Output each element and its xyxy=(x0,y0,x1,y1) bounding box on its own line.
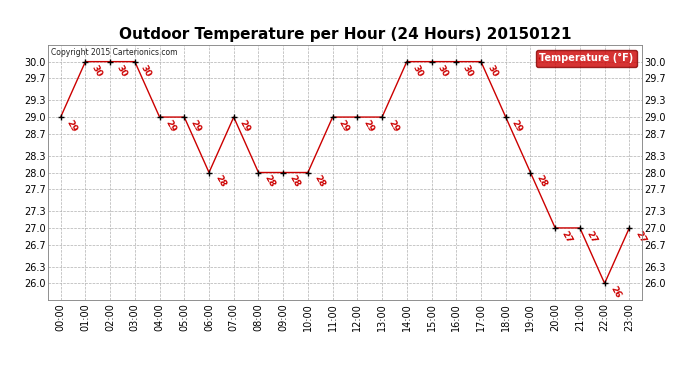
Legend: Temperature (°F): Temperature (°F) xyxy=(535,50,637,67)
Text: 30: 30 xyxy=(485,63,499,78)
Text: 29: 29 xyxy=(386,118,400,134)
Text: 27: 27 xyxy=(633,230,648,245)
Text: 30: 30 xyxy=(139,63,153,78)
Text: 29: 29 xyxy=(238,118,252,134)
Text: 29: 29 xyxy=(362,118,375,134)
Text: 27: 27 xyxy=(560,230,573,245)
Text: 30: 30 xyxy=(460,63,475,78)
Text: Copyright 2015 Carterionics.com: Copyright 2015 Carterionics.com xyxy=(51,48,178,57)
Text: 30: 30 xyxy=(435,63,450,78)
Title: Outdoor Temperature per Hour (24 Hours) 20150121: Outdoor Temperature per Hour (24 Hours) … xyxy=(119,27,571,42)
Text: 29: 29 xyxy=(65,118,79,134)
Text: 29: 29 xyxy=(510,118,524,134)
Text: 28: 28 xyxy=(312,174,326,189)
Text: 26: 26 xyxy=(609,285,623,300)
Text: 29: 29 xyxy=(188,118,203,134)
Text: 30: 30 xyxy=(90,63,104,78)
Text: 30: 30 xyxy=(411,63,425,78)
Text: 29: 29 xyxy=(337,118,351,134)
Text: 28: 28 xyxy=(213,174,227,189)
Text: 28: 28 xyxy=(263,174,277,189)
Text: 27: 27 xyxy=(584,230,598,245)
Text: 28: 28 xyxy=(535,174,549,189)
Text: 29: 29 xyxy=(164,118,178,134)
Text: 28: 28 xyxy=(287,174,302,189)
Text: 30: 30 xyxy=(115,63,128,78)
